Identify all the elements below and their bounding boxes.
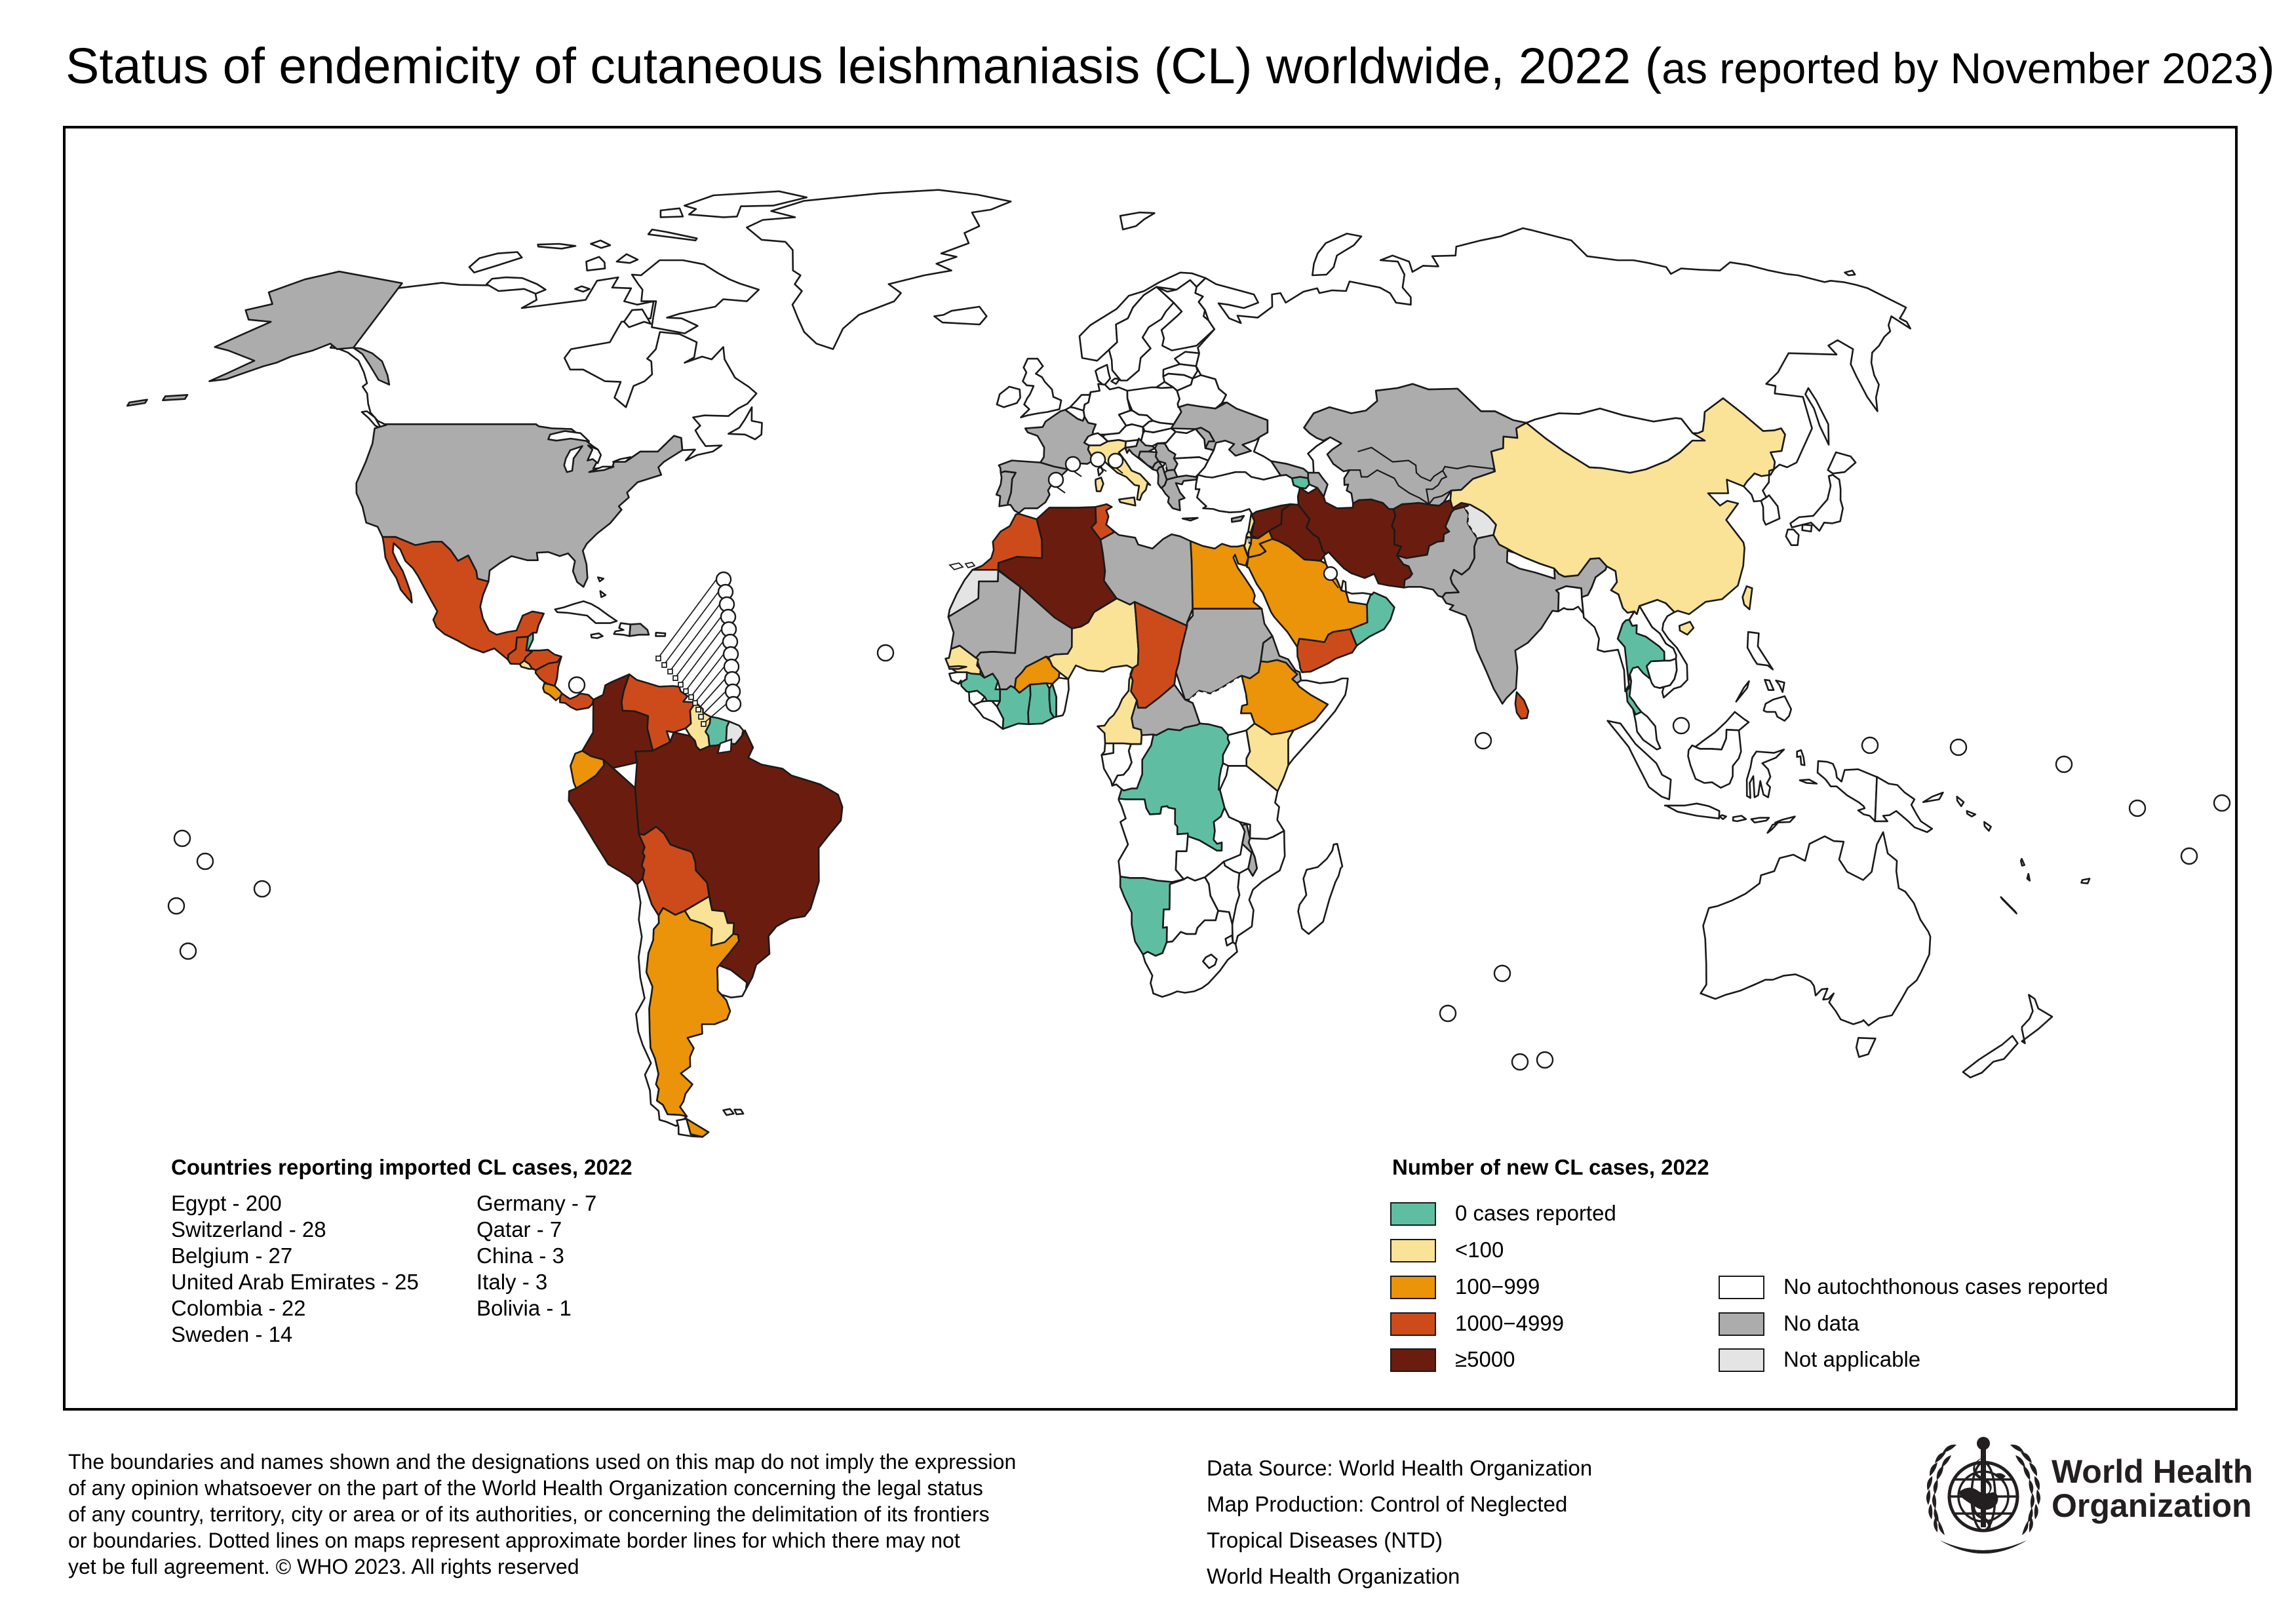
svg-text:Organization: Organization [2052,1487,2252,1524]
svg-text:World Health: World Health [2052,1453,2253,1490]
